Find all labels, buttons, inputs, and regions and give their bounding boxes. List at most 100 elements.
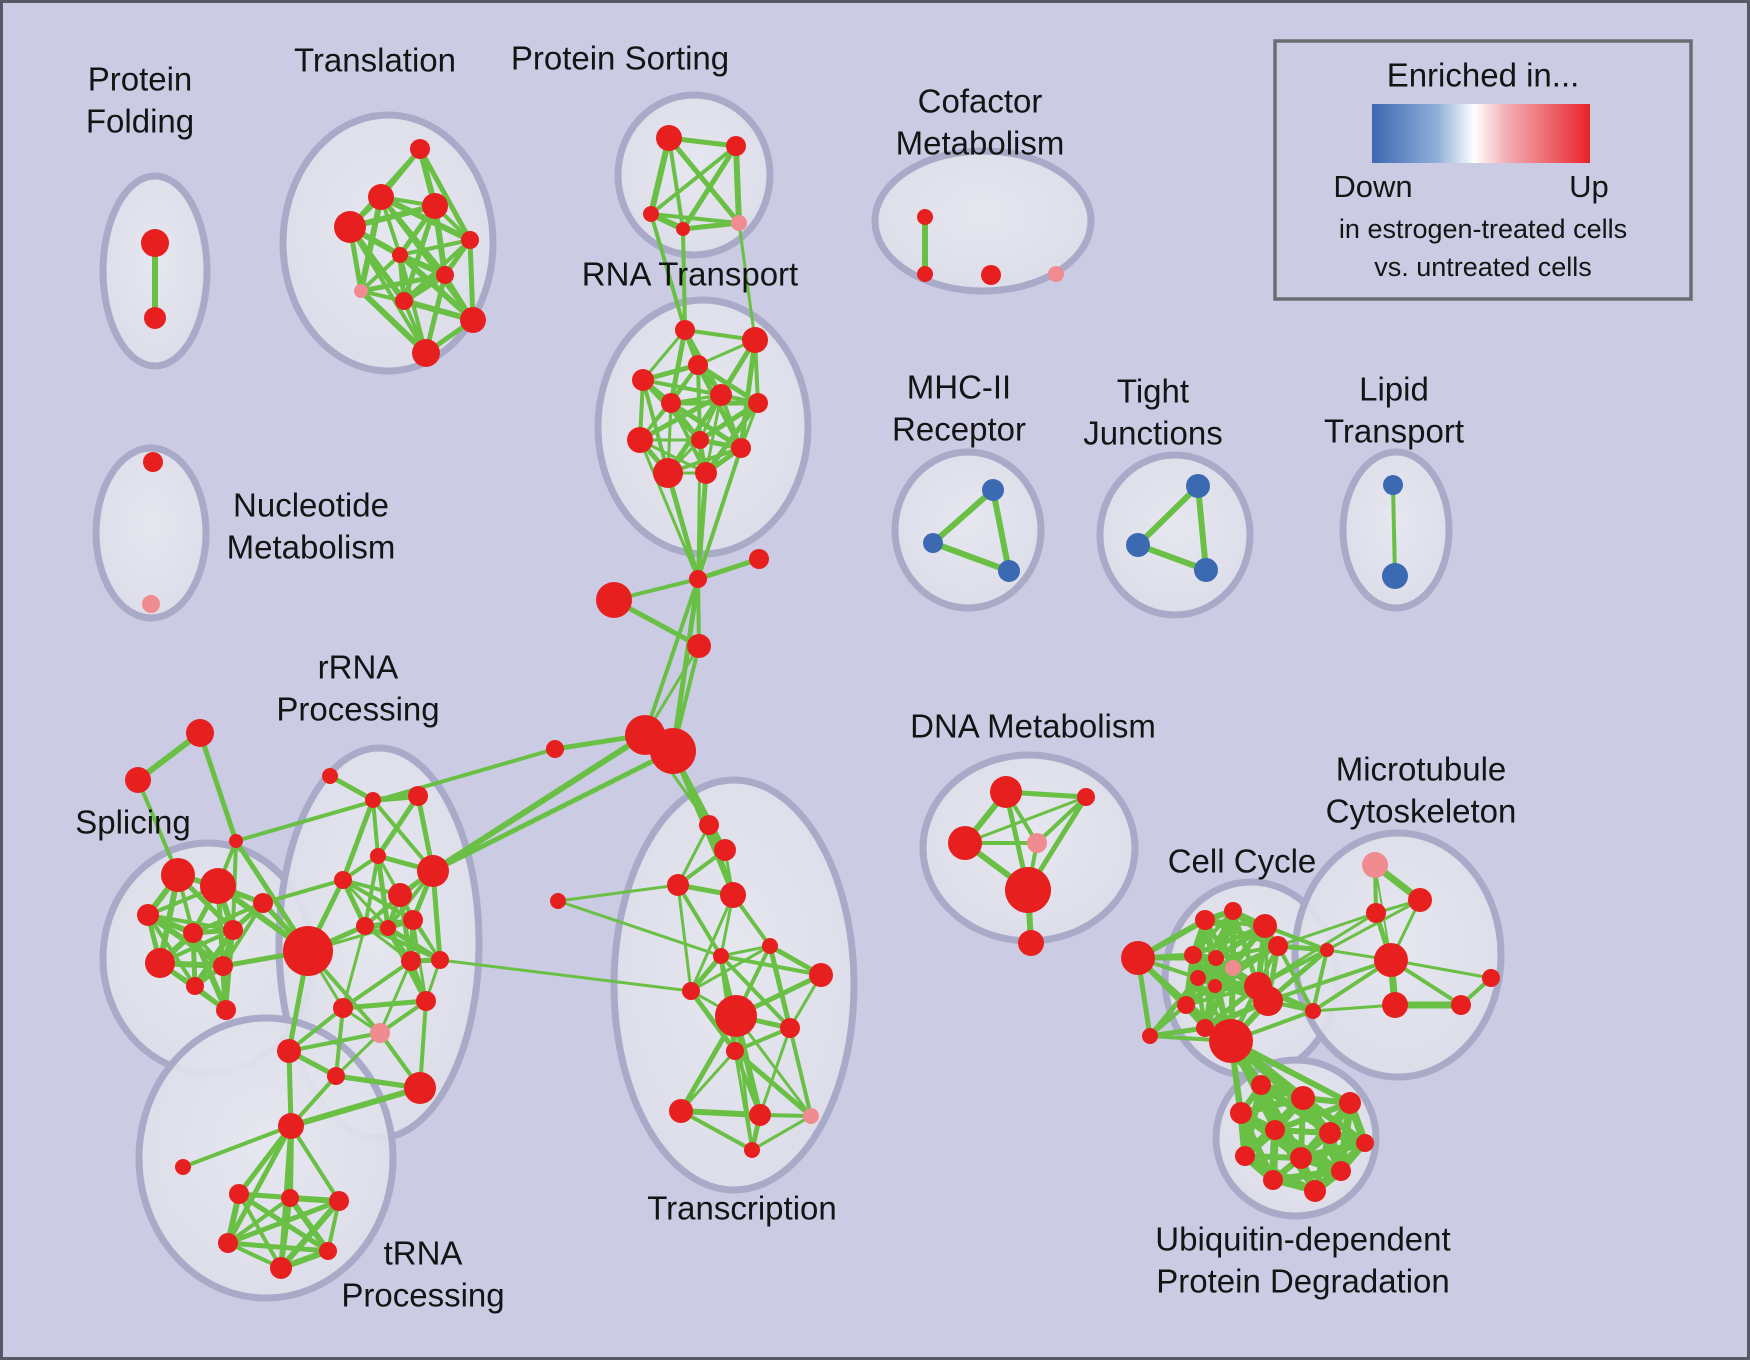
network-node-tj-1 <box>1126 533 1150 557</box>
network-edge-ps <box>733 143 742 226</box>
network-node-rr-10 <box>283 926 333 976</box>
cluster-label-mt: Cytoskeleton <box>1326 793 1517 830</box>
cluster-label-tn: Processing <box>341 1277 504 1314</box>
network-edge-rr <box>371 798 380 858</box>
network-node-tl-6 <box>436 266 454 284</box>
cluster-ellipse-ps <box>614 91 774 259</box>
network-node-cc-6 <box>1184 946 1202 964</box>
network-node-sp-1 <box>200 868 236 904</box>
cluster-label-cf: Cofactor <box>918 83 1043 120</box>
legend-context-line1: in estrogen-treated cells <box>1339 214 1627 244</box>
network-node-free-2 <box>596 582 632 618</box>
cluster-label-pf: Protein <box>88 61 193 98</box>
network-edge-tn <box>278 1198 342 1271</box>
network-edge-rr <box>341 878 390 930</box>
network-node-ub-8 <box>1290 1147 1312 1169</box>
network-node-tx-2 <box>720 882 746 908</box>
network-node-rt-10 <box>653 458 683 488</box>
network-node-ub-9 <box>1331 1161 1351 1181</box>
cluster-label-tl: Translation <box>294 42 456 79</box>
network-node-mt-3 <box>1374 943 1408 977</box>
network-link <box>665 470 701 582</box>
network-node-mhc-0 <box>982 479 1004 501</box>
cluster-label-pf: Folding <box>86 103 194 140</box>
network-node-free-7 <box>550 893 566 909</box>
network-edge-tx <box>719 944 772 958</box>
network-link <box>681 227 687 332</box>
network-node-sp-9 <box>253 893 273 913</box>
network-node-cf-0 <box>917 209 933 225</box>
network-link <box>556 883 680 903</box>
network-edge-ps <box>648 135 672 217</box>
network-node-pf-0 <box>141 229 169 257</box>
network-node-lt-1 <box>1382 563 1408 589</box>
network-edge-rt <box>641 378 723 397</box>
network-edge-rt <box>703 400 761 476</box>
network-edge-tn <box>287 1195 331 1254</box>
network-edge-rt <box>738 337 758 451</box>
cluster-label-nm: Metabolism <box>227 529 396 566</box>
network-edge-tl <box>467 237 476 323</box>
network-node-free-0 <box>689 570 707 588</box>
network-node-sp-4 <box>223 920 243 940</box>
network-node-rt-2 <box>688 355 708 375</box>
cluster-label-mhc: Receptor <box>892 411 1026 448</box>
network-node-cc-9 <box>1190 970 1206 986</box>
network-node-rr-3 <box>370 848 386 864</box>
network-link <box>430 732 648 874</box>
network-node-mt-5 <box>1451 995 1471 1015</box>
network-node-rr-2 <box>408 786 428 806</box>
legend: Enriched in... Down Up in estrogen-treat… <box>1273 39 1693 301</box>
network-node-mt-0 <box>1362 852 1388 878</box>
network-node-tn-5 <box>270 1257 292 1279</box>
cluster-label-mt: Microtubule <box>1336 751 1507 788</box>
network-edge-tx <box>676 823 711 887</box>
network-link <box>643 577 700 737</box>
network-edge-rr <box>340 797 376 883</box>
cluster-label-tj: Tight <box>1117 373 1189 410</box>
cluster-label-sp: Splicing <box>75 804 191 841</box>
network-node-tl-5 <box>392 247 408 263</box>
legend-box <box>1273 39 1693 301</box>
network-link <box>556 899 723 958</box>
network-link <box>197 730 239 844</box>
network-node-cc-2 <box>1195 910 1215 930</box>
cluster-ellipse-lt <box>1339 448 1453 612</box>
network-node-mt-6 <box>1482 969 1500 987</box>
network-node-sp-6 <box>213 956 233 976</box>
cluster-ellipse-tl <box>279 111 497 375</box>
network-node-sp-2 <box>137 904 159 926</box>
network-node-cc-7 <box>1208 950 1224 966</box>
network-node-rt-1 <box>742 327 768 353</box>
network-node-mt-1 <box>1408 888 1432 912</box>
network-node-tx-6 <box>809 963 833 987</box>
network-edge-tl <box>398 238 472 257</box>
network-node-cc-12 <box>1196 1019 1214 1037</box>
network-edge-rr <box>363 854 380 928</box>
network-node-free-1 <box>749 549 769 569</box>
network-node-dm-0 <box>990 776 1022 808</box>
network-edge-tx <box>758 1026 792 1117</box>
network-node-rr-0 <box>322 768 338 784</box>
network-node-cc-11 <box>1177 996 1195 1014</box>
network-link <box>696 446 743 581</box>
network-node-mt-2 <box>1366 903 1386 923</box>
cluster-label-tj: Junctions <box>1083 415 1222 452</box>
network-edge-cc <box>1191 909 1235 957</box>
cluster-label-lt: Lipid <box>1359 371 1429 408</box>
network-edge-rr <box>334 1031 382 1078</box>
network-edge-mhc <box>930 487 996 546</box>
network-edge-sp <box>216 884 228 1012</box>
network-node-rr-11 <box>401 951 421 971</box>
network-link <box>1311 1003 1397 1013</box>
network-link <box>737 221 757 342</box>
network-edge-dm <box>963 795 1088 845</box>
network-node-tx-1 <box>714 839 736 861</box>
network-node-ps-2 <box>643 206 659 222</box>
network-node-free-5 <box>650 728 696 774</box>
network-edge-dm <box>1035 795 1088 845</box>
network-node-rr-5 <box>417 855 449 887</box>
cluster-label-ub: Protein Degradation <box>1156 1263 1450 1300</box>
cluster-label-cf: Metabolism <box>896 125 1065 162</box>
network-node-rr-18 <box>404 1072 436 1104</box>
